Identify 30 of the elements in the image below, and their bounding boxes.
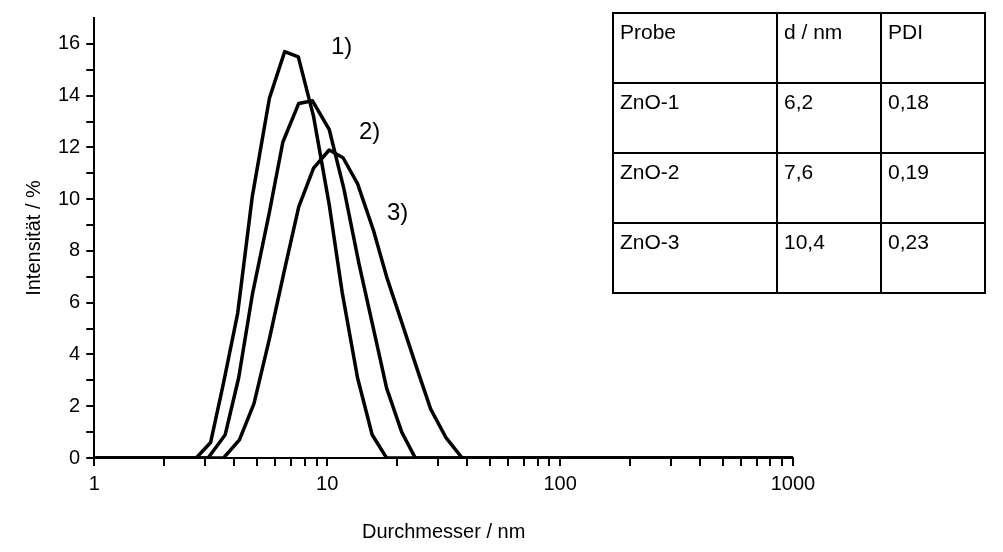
y-tick-label: 12 xyxy=(58,134,81,157)
text: PDI xyxy=(881,13,985,83)
x-tick-label: 1000 xyxy=(770,471,816,494)
annotation: 1) xyxy=(331,32,353,60)
y-tick-label: 16 xyxy=(58,31,81,54)
annotation: d / nm xyxy=(777,13,881,83)
y-tick-label: 6 xyxy=(69,290,81,313)
x-axis-title: Durchmesser / nm xyxy=(361,519,526,542)
y-axis-title: Intensität / % xyxy=(21,179,44,296)
y-tick-label: 8 xyxy=(69,238,81,261)
annotation: Probe xyxy=(613,13,777,83)
annotation: ZnO-2 xyxy=(613,153,777,223)
x-tick-label: 100 xyxy=(543,471,577,494)
y-tick-label: 4 xyxy=(69,341,81,364)
y-tick-label: 10 xyxy=(58,186,81,209)
x-tick-label: 10 xyxy=(316,471,339,494)
y-tick-label: 14 xyxy=(58,83,81,106)
annotation: ZnO-3 xyxy=(613,223,777,293)
annotation: 2) xyxy=(359,117,381,145)
annotation: 6,2 xyxy=(777,83,881,153)
y-tick-label: 2 xyxy=(69,393,81,416)
text: 0,19 xyxy=(881,153,985,223)
annotation: ZnO-1 xyxy=(613,83,777,153)
annotation: 10,4 xyxy=(777,223,881,293)
annotation: 3) xyxy=(387,198,409,226)
annotation: 7,6 xyxy=(777,153,881,223)
y-tick-label: 0 xyxy=(69,445,81,468)
x-tick-label: 1 xyxy=(88,471,100,494)
text: 0,18 xyxy=(881,83,985,153)
text: 0,23 xyxy=(881,223,985,293)
